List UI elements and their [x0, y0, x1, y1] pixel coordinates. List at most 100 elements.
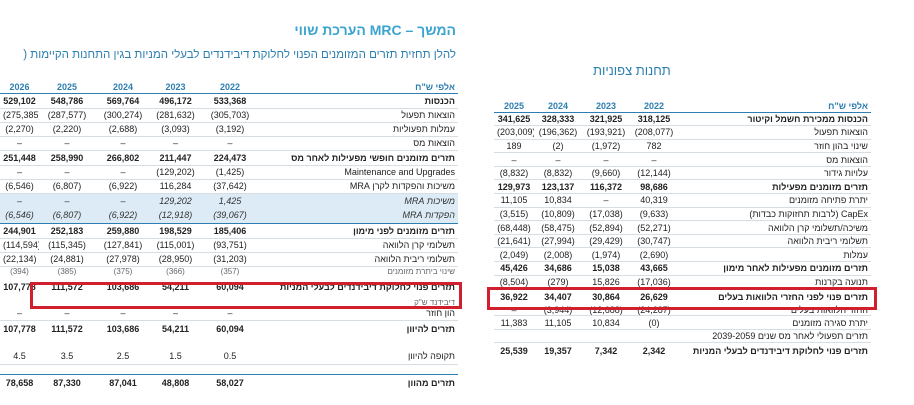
cell: (0): [630, 315, 678, 330]
row-label: הפקדות MRA: [260, 208, 458, 223]
cell: (12,144): [630, 166, 678, 181]
cell: (129,202): [151, 165, 200, 180]
cell: (1,974): [582, 247, 630, 263]
cell: (6,807): [39, 208, 95, 223]
row-label: תשלומי ריבית הלוואה: [678, 234, 871, 249]
cell: (287,577): [39, 108, 95, 123]
table-row: 11,383 11,105 10,834 (0) יתרת סגירה מזומנים: [494, 315, 871, 330]
table-row: 244,901 252,183 259,880 198,529 185,406 תזרים…: [0, 222, 458, 239]
cell: 19,357: [534, 342, 582, 358]
table-row: 25,539 19,357 7,342 2,342 תזרים פנוי לחלוקת …: [494, 342, 871, 358]
row-label: CapEx (לרבות תחזוקות כבדות): [678, 207, 871, 222]
year-header: 2022: [200, 81, 260, 94]
cell: 244,901: [0, 222, 39, 239]
left-title: הערכת שווי MRC – המשך: [294, 22, 456, 38]
cell: [630, 329, 678, 344]
cell: 116,284: [151, 179, 200, 194]
cell: (2,220): [39, 122, 95, 137]
right-table: 2025 2024 2023 2022 אלפי ש"ח 341,625 328,…: [494, 100, 871, 358]
cell: –: [534, 152, 582, 167]
cell: (2,688): [95, 122, 151, 137]
year-header: 2024: [534, 100, 582, 113]
cell: (193,921): [582, 125, 630, 140]
year-header: 2026: [0, 81, 39, 94]
cell: (2): [534, 139, 582, 154]
row-label: תזרים מזומנים מפעילות לאחר מימון: [678, 261, 871, 276]
cell: 36,922: [500, 291, 528, 302]
cell: (52,894): [582, 220, 630, 235]
cell: 58,027: [200, 374, 260, 391]
cell: (115,345): [39, 238, 95, 253]
cell: 60,094: [216, 281, 244, 292]
table-row: 107,778 111,572 103,686 54,211 60,094 תזרים פ…: [0, 276, 458, 298]
cell: (394): [10, 266, 29, 276]
cell: 54,211: [161, 281, 190, 292]
cell: 111,572: [39, 320, 95, 337]
cell: –: [582, 152, 630, 167]
cell: 1.5: [151, 348, 200, 365]
table-row: – – –129,202 1,425 משיכות MRA: [0, 193, 458, 208]
cell: 251,448: [0, 149, 39, 166]
year-header: 2023: [582, 100, 630, 113]
cell: 116,372: [582, 179, 630, 195]
row-label: הכנסות: [260, 93, 458, 109]
table-row: (8,504) (279) 15,826 (17,036) תנועה בקרנות: [494, 275, 871, 290]
cell: (1,972): [582, 139, 630, 154]
cell: –: [582, 193, 630, 208]
table-row: תזרים תפעולי לאחר מס שנים 2039-2059: [494, 329, 871, 344]
table-row: דיבידנד ש"ק: [0, 298, 458, 307]
cell: (2,690): [630, 247, 678, 263]
cell: 129,202: [151, 193, 200, 208]
row-label: תזרים פנוי לחלוקת דיבידנדים לבעלי המניות: [678, 342, 871, 358]
row-label: יתרת פתיחה מזומנים: [678, 193, 871, 208]
cell: 185,406: [200, 222, 260, 239]
right-title: תחנות צפוניות: [593, 63, 671, 78]
cell: (385): [57, 266, 77, 276]
right-header-row: 2025 2024 2023 2022 אלפי ש"ח: [494, 100, 871, 113]
cell: (9,660): [582, 166, 630, 181]
cell: 529,102: [0, 93, 39, 109]
row-label: תזרים תפעולי לאחר מס שנים 2039-2059: [678, 329, 871, 344]
year-header: 2025: [494, 100, 534, 113]
table-row: (6,546) (6,807) (6,922) 116,284 (37,642) משיכ…: [0, 179, 458, 194]
table-row: (6,546) (6,807) (6,922) (12,918) (39,067) הפק…: [0, 208, 458, 223]
table-row: – – – – – הוצאות מס: [0, 136, 458, 151]
cell: (22,134): [0, 252, 39, 267]
cell: (6,922): [95, 208, 151, 223]
cell: (10,809): [534, 207, 582, 222]
cell: (24,881): [39, 252, 95, 267]
row-label: הוצאות תפעול: [678, 125, 871, 140]
cell: (357): [220, 266, 240, 276]
cell: –: [0, 165, 39, 180]
table-row: (68,448) (58,475) (52,894) (52,271) משיכה/תש…: [494, 220, 871, 235]
cell: 40,319: [630, 193, 678, 208]
row-label: תזרים פנוי לפני החזרי הלוואות בעלים: [718, 291, 868, 302]
row-label: הוצאות תפעול: [260, 108, 458, 123]
highlight-box-left: [30, 282, 462, 309]
cell: 111,572: [51, 281, 83, 292]
cell: (27,978): [95, 252, 151, 267]
cell: –: [95, 136, 151, 151]
cell: 60,094: [200, 320, 260, 337]
cell: –: [0, 136, 39, 151]
cell: (2,270): [0, 122, 39, 137]
row-label: תזרים פנוי לחלוקת דיבידנדים לבעלי המניות: [279, 281, 455, 292]
row-label: תשלומי ריבית הלוואה: [260, 252, 458, 267]
cell: (127,841): [95, 238, 151, 253]
cell: (6,807): [39, 179, 95, 194]
cell: (2,008): [534, 247, 582, 263]
row-label: עמלות תפעוליות: [260, 122, 458, 137]
year-header: 2025: [39, 81, 95, 94]
cell: 328,333: [534, 112, 582, 127]
cell: (1,425): [200, 165, 260, 180]
cell: (203,009): [494, 125, 534, 140]
row-label: תזרים מזומנים חופשי מפעילות לאחר מס: [260, 149, 458, 166]
row-label: תקופה להיוון: [260, 348, 458, 365]
table-row: (114,594) (115,345) (127,841) (115,001) (93,…: [0, 238, 458, 253]
row-label: הוצאות מס: [260, 136, 458, 151]
table-row: 529,102 548,786 569,764 496,172 533,368 הכנסו…: [0, 93, 458, 109]
cell: (2,049): [494, 247, 534, 263]
cell: –: [39, 165, 95, 180]
cell: –: [630, 152, 678, 167]
cell: 224,473: [200, 149, 260, 166]
